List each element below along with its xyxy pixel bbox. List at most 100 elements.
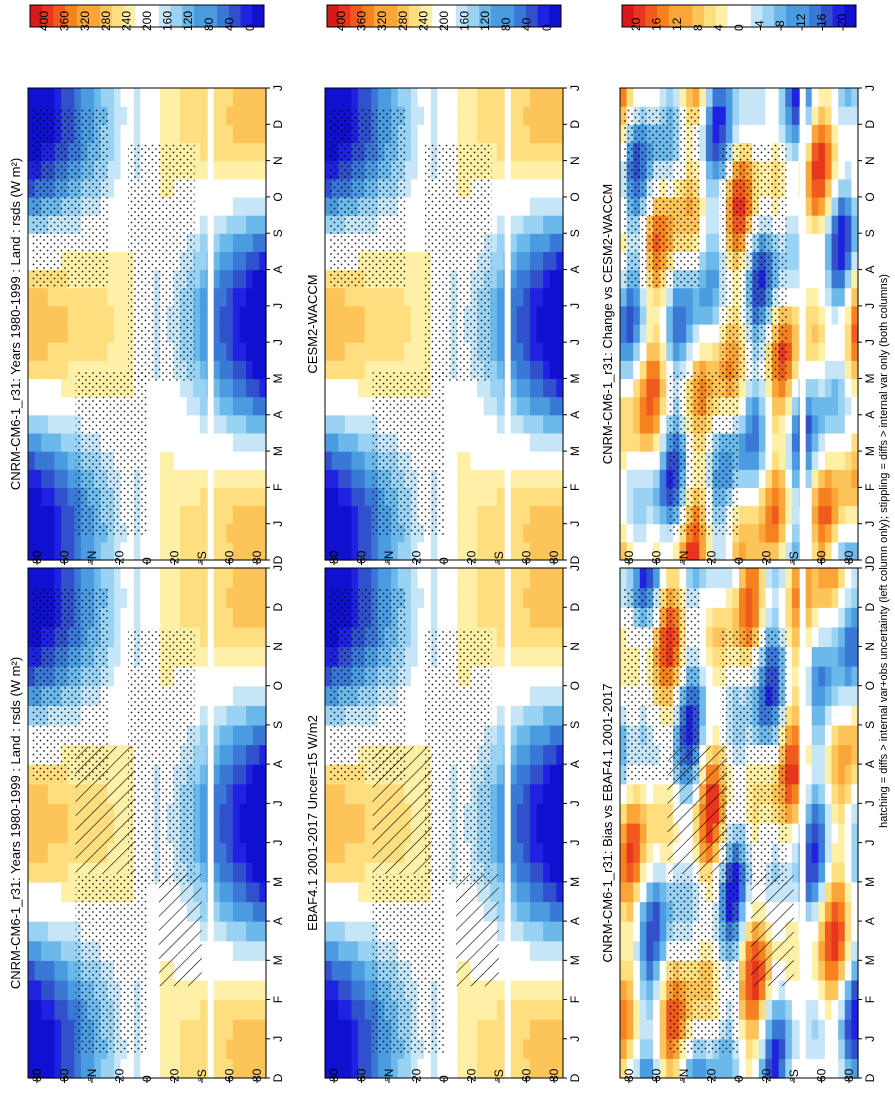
field-cell	[87, 568, 95, 589]
field-cell	[404, 196, 412, 216]
field-cell	[457, 523, 465, 543]
field-cell	[424, 124, 432, 144]
field-cell	[831, 803, 839, 824]
field-cell	[28, 505, 36, 525]
field-cell	[424, 607, 432, 628]
field-cell	[140, 1058, 148, 1079]
field-cell	[246, 940, 254, 961]
month-tick-label: M	[863, 877, 877, 887]
field-cell	[510, 233, 518, 252]
field-cell	[496, 842, 505, 863]
field-cell	[483, 414, 491, 434]
field-cell	[41, 842, 49, 863]
field-cell	[516, 124, 524, 144]
field-cell	[239, 378, 247, 398]
field-cell	[523, 432, 531, 452]
field-cell	[199, 505, 208, 525]
field-cell	[259, 705, 267, 726]
field-cell	[404, 1058, 412, 1079]
colorbar-cell	[135, 5, 148, 27]
field-cell	[620, 607, 628, 628]
field-cell	[226, 646, 234, 667]
field-cell	[232, 196, 241, 216]
field-cell	[510, 342, 518, 361]
field-cell	[246, 960, 254, 981]
field-cell	[477, 523, 485, 543]
field-cell	[463, 979, 472, 1001]
field-cell	[529, 999, 538, 1020]
field-cell	[536, 764, 544, 785]
field-cell	[516, 764, 524, 785]
field-cell	[785, 744, 793, 765]
field-cell	[758, 568, 767, 589]
field-cell	[556, 862, 564, 883]
field-cell	[838, 901, 846, 922]
field-cell	[351, 324, 359, 343]
field-cell	[838, 666, 846, 687]
field-cell	[232, 626, 241, 648]
field-cell	[831, 1019, 839, 1040]
field-cell	[659, 940, 667, 961]
month-tick-label: F	[271, 996, 285, 1003]
field-cell	[219, 724, 227, 746]
field-cell	[639, 862, 648, 883]
field-cell	[516, 587, 524, 608]
field-cell	[626, 921, 634, 942]
field-cell	[543, 432, 551, 452]
field-cell	[536, 451, 544, 470]
field-cell	[516, 783, 524, 804]
lat-tick-label: 80	[30, 1068, 44, 1082]
field-cell	[344, 324, 353, 343]
field-cell	[791, 783, 800, 804]
field-cell	[113, 160, 122, 180]
field-cell	[666, 568, 674, 589]
field-cell	[851, 842, 859, 863]
field-cell	[213, 979, 221, 1001]
field-cell	[529, 881, 538, 903]
field-cell	[232, 607, 241, 628]
field-cell	[377, 541, 386, 561]
field-cell	[252, 523, 260, 543]
field-cell	[712, 685, 720, 706]
field-cell	[536, 305, 544, 325]
field-cell	[344, 1038, 353, 1059]
field-cell	[186, 432, 194, 452]
field-cell	[219, 360, 227, 380]
month-tick-label: N	[863, 642, 877, 651]
field-cell	[41, 414, 49, 434]
field-cell	[404, 724, 412, 746]
field-cell	[424, 541, 432, 561]
field-cell	[338, 414, 346, 434]
field-cell	[824, 999, 833, 1020]
field-cell	[477, 1058, 485, 1079]
field-cell	[252, 541, 260, 561]
field-cell	[107, 360, 115, 380]
field-cell	[417, 287, 425, 307]
field-cell	[193, 106, 201, 125]
field-cell	[325, 646, 333, 667]
field-cell	[626, 940, 634, 961]
month-tick-label: A	[271, 411, 285, 419]
field-cell	[549, 705, 557, 726]
field-cell	[107, 124, 115, 144]
field-cell	[61, 960, 69, 981]
field-cell	[54, 1058, 62, 1079]
lat-tick-label: 60	[520, 1068, 534, 1082]
field-cell	[259, 505, 267, 525]
field-cell	[791, 568, 800, 589]
field-cell	[705, 685, 714, 706]
field-cell	[490, 324, 498, 343]
field-cell	[516, 685, 524, 706]
field-cell	[259, 626, 267, 648]
field-cell	[338, 451, 346, 470]
field-cell	[180, 587, 188, 608]
field-cell	[113, 178, 122, 198]
field-cell	[633, 999, 641, 1020]
field-cell	[543, 921, 551, 942]
field-cell	[67, 414, 75, 434]
lat-tick-label: °N	[677, 1069, 691, 1082]
field-cell	[41, 568, 49, 589]
field-cell	[259, 764, 267, 785]
month-tick-label: D	[568, 1073, 582, 1082]
field-cell	[838, 568, 846, 589]
